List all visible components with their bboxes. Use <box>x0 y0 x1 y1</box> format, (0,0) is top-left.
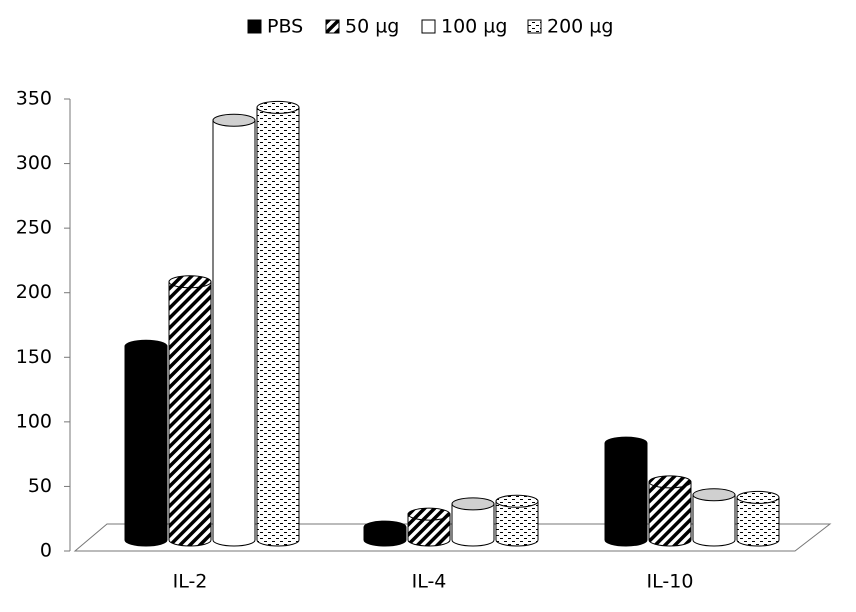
cylinder-top <box>495 494 539 508</box>
cylinder-top <box>363 520 407 534</box>
cylinder <box>256 106 300 547</box>
y-tick-label: 0 <box>40 540 52 562</box>
cylinder-top <box>212 113 256 127</box>
legend-label: PBS <box>267 16 303 38</box>
cylinder <box>212 119 256 547</box>
cylinder-top <box>692 488 736 502</box>
cylinder <box>692 494 736 547</box>
x-tick-label: IL-4 <box>412 571 447 593</box>
cylinder <box>451 503 495 547</box>
y-tick-label: 300 <box>16 152 52 174</box>
cylinder <box>124 345 168 547</box>
legend-label: 100 µg <box>441 16 507 38</box>
y-tick-label: 200 <box>16 281 52 303</box>
cylinder-top <box>736 490 780 504</box>
cylinder-top <box>648 475 692 489</box>
cylinder <box>736 496 780 547</box>
y-tick-label: 50 <box>28 475 52 497</box>
cylinder-top <box>407 507 451 521</box>
cylinder <box>407 513 451 547</box>
y-tick-label: 150 <box>16 346 52 368</box>
legend-swatch <box>527 19 542 34</box>
x-tick-label: IL-10 <box>647 571 694 593</box>
legend-swatch <box>325 19 340 34</box>
cylinder-top <box>256 100 300 114</box>
legend-swatch <box>247 19 262 34</box>
y-tick-label: 250 <box>16 217 52 239</box>
y-tick-label: 350 <box>16 88 52 110</box>
legend-label: 50 µg <box>345 16 399 38</box>
cylinder-top <box>124 339 168 353</box>
cylinder-top <box>604 436 648 450</box>
legend-swatch <box>421 19 436 34</box>
cylinder <box>648 481 692 547</box>
cylinder <box>168 281 212 547</box>
x-tick-label: IL-2 <box>173 571 208 593</box>
y-tick-label: 100 <box>16 410 52 432</box>
cylinder <box>604 442 648 547</box>
cylinder <box>495 500 539 547</box>
cylinder-top <box>168 275 212 289</box>
cylinder-top <box>451 497 495 511</box>
legend-label: 200 µg <box>547 16 613 38</box>
